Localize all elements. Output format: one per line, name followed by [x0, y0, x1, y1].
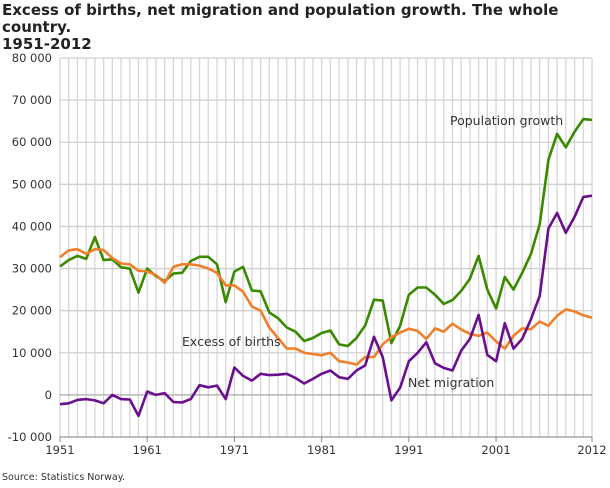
y-tick-label: 60 000: [12, 135, 52, 149]
series-line-excess-of-births: [59, 247, 593, 366]
series-label-excess-of-births: Excess of births: [182, 334, 281, 349]
chart-title-line: Excess of births, net migration and popu…: [2, 1, 559, 36]
series-label-population-growth: Population growth: [450, 113, 563, 128]
y-tick-label: -10 000: [8, 430, 52, 444]
chart-title: Excess of births, net migration and popu…: [2, 2, 602, 53]
chart-subtitle: 1951-2012: [2, 35, 92, 53]
y-tick-label: 20 000: [12, 304, 52, 318]
x-tick-label: 2012: [577, 443, 606, 457]
y-tick-label: 10 000: [12, 346, 52, 360]
source-note: Source: Statistics Norway.: [2, 472, 125, 483]
y-tick-label: 0: [45, 388, 52, 402]
x-tick-label: 1971: [220, 443, 249, 457]
x-tick-label: 1961: [133, 443, 162, 457]
y-tick-label: 50 000: [12, 177, 52, 191]
x-tick-label: 1981: [307, 443, 336, 457]
series-line-population-growth: [59, 117, 593, 348]
x-tick-label: 1991: [394, 443, 423, 457]
x-tick-label: 2001: [481, 443, 510, 457]
series-label-net-migration: Net migration: [408, 375, 494, 390]
series-line-net-migration: [59, 194, 593, 418]
y-tick-label: 30 000: [12, 262, 52, 276]
y-tick-label: 40 000: [12, 219, 52, 233]
x-tick-label: 1951: [45, 443, 74, 457]
y-tick-label: 70 000: [12, 93, 52, 107]
y-tick-label: 80 000: [12, 51, 52, 65]
